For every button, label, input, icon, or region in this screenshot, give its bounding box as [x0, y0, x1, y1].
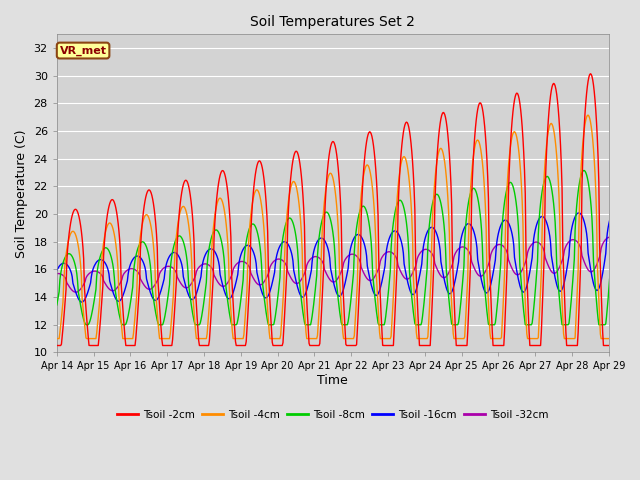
Legend: Tsoil -2cm, Tsoil -4cm, Tsoil -8cm, Tsoil -16cm, Tsoil -32cm: Tsoil -2cm, Tsoil -4cm, Tsoil -8cm, Tsoi…: [113, 405, 553, 424]
X-axis label: Time: Time: [317, 374, 348, 387]
Y-axis label: Soil Temperature (C): Soil Temperature (C): [15, 129, 28, 258]
Text: VR_met: VR_met: [60, 46, 107, 56]
Title: Soil Temperatures Set 2: Soil Temperatures Set 2: [250, 15, 415, 29]
